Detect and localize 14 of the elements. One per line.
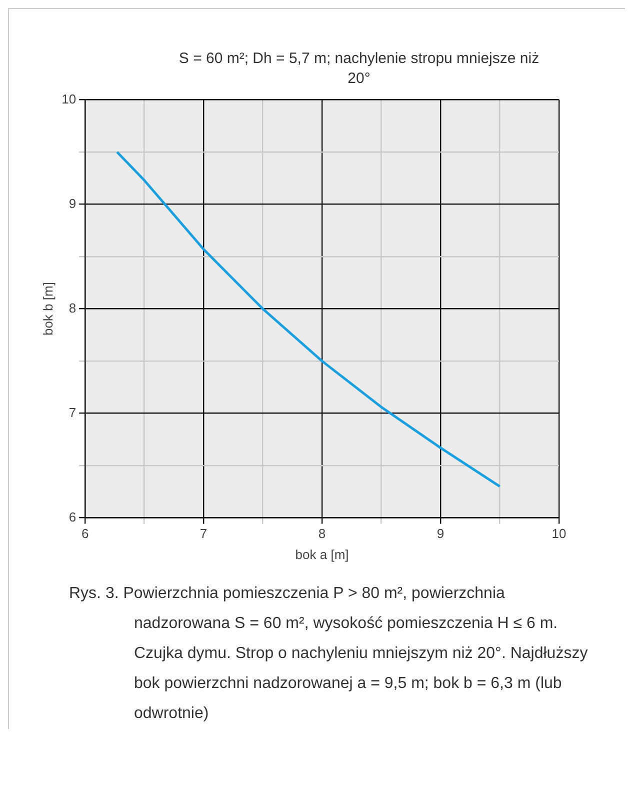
x-tick-label: 6 <box>81 526 89 542</box>
x-tick-label: 9 <box>436 526 444 542</box>
y-tick-label: 6 <box>68 509 76 524</box>
x-tick-label: 7 <box>200 526 208 542</box>
y-tick-label: 9 <box>68 196 76 211</box>
text: Rys. 3. Powierzchnia pomieszczenia P > 80 m², powierzchnia nadzorowana S = 60 m², wysokość pomieszczenia H ≤ 6 m. Czujka dymu. Strop o nachyleniu mniejszym niż 20°. Najdłuższy bok powierzchni nadzorowanej a = 9,5 m; bok b = 6,3 m (lub odwrotnie) <box>69 584 589 724</box>
chart-title: S = 60 m²; Dh = 5,7 m; nachylenie stropu mniejsze niż 20° <box>178 49 540 89</box>
x-axis-title: bok a [m] <box>295 546 349 562</box>
y-tick-label: 10 <box>62 91 76 106</box>
x-tick-label: 8 <box>318 526 326 542</box>
x-tick-label: 10 <box>552 526 566 542</box>
y-tick-label: 8 <box>68 300 76 316</box>
y-tick-label: 7 <box>68 404 76 420</box>
y-axis-title: bok b [m] <box>40 282 56 336</box>
